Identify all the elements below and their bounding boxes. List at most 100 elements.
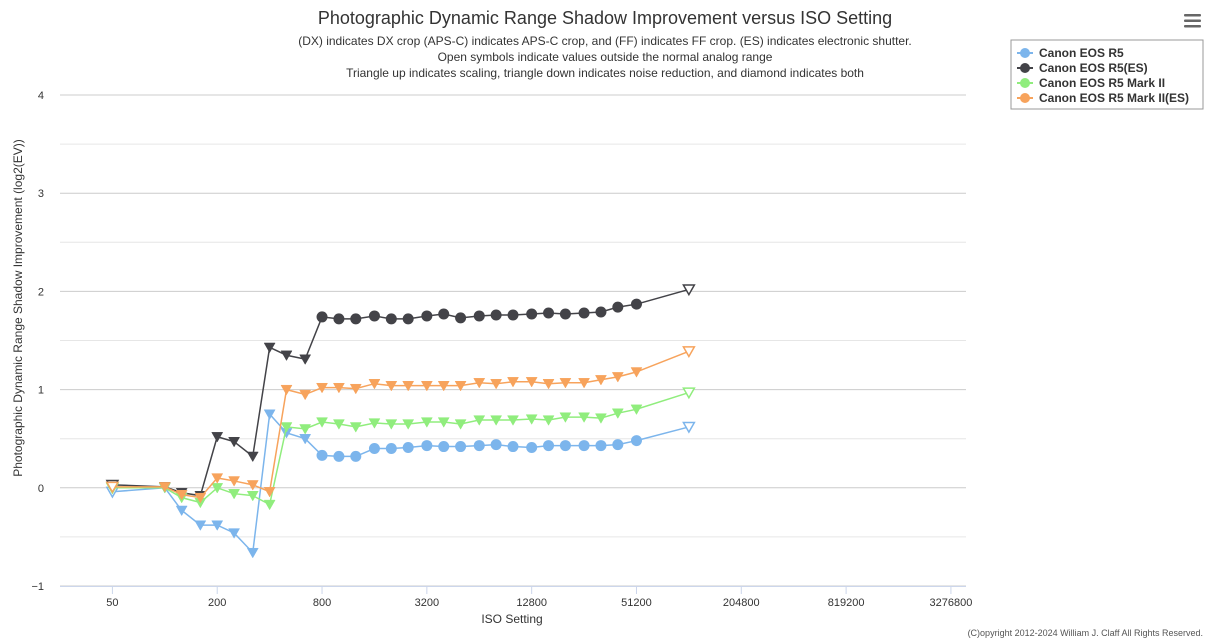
data-point: [595, 375, 607, 386]
series-line: [112, 288, 690, 497]
series-canon-eos-r5-es-: [105, 284, 696, 502]
data-point: [559, 440, 571, 452]
legend-item[interactable]: Canon EOS R5 Mark II(ES): [1017, 91, 1189, 105]
data-point: [211, 520, 224, 531]
legend-symbol: [1020, 48, 1030, 58]
data-point: [402, 442, 414, 454]
series-canon-eos-r5-mark-ii-es-: [105, 346, 696, 504]
data-point: [525, 414, 538, 425]
x-tick-label: 800: [313, 597, 331, 609]
data-point: [263, 409, 276, 420]
data-point: [385, 443, 397, 455]
data-point: [473, 440, 485, 452]
data-point: [402, 313, 414, 325]
data-point: [682, 346, 696, 359]
data-point: [526, 442, 538, 454]
data-point: [385, 381, 398, 392]
data-point: [612, 439, 624, 451]
y-tick-label: 4: [38, 90, 44, 102]
data-point: [490, 415, 503, 426]
data-point: [246, 480, 259, 491]
data-point: [559, 378, 572, 389]
data-point: [228, 528, 241, 539]
data-point: [630, 404, 643, 415]
data-point: [454, 381, 467, 392]
data-point: [578, 412, 591, 423]
x-axis-title: ISO Setting: [481, 612, 542, 626]
axes: −1 0 1 2 3 4 50 200 800 3200 12800 51200 204800 81920…: [31, 90, 972, 609]
plot-area: [105, 284, 696, 559]
data-point: [228, 436, 241, 448]
data-point: [578, 307, 590, 319]
data-point: [630, 298, 642, 310]
legend-item[interactable]: Canon EOS R5(ES): [1017, 61, 1148, 75]
data-point: [595, 306, 607, 318]
data-point: [332, 419, 345, 430]
data-point: [526, 308, 538, 320]
legend-item[interactable]: Canon EOS R5: [1017, 46, 1124, 60]
data-point: [299, 354, 312, 365]
data-point: [473, 378, 486, 389]
data-point: [454, 419, 467, 430]
data-point: [211, 432, 224, 443]
data-point: [559, 412, 572, 423]
data-point: [682, 387, 696, 400]
data-point: [280, 350, 293, 361]
legend-symbol: [1020, 78, 1030, 88]
data-point: [611, 372, 624, 383]
data-point: [316, 449, 328, 461]
data-point: [421, 310, 433, 322]
data-point: [507, 415, 519, 426]
data-point: [473, 310, 485, 322]
legend-label: Canon EOS R5(ES): [1039, 61, 1148, 75]
legend-item[interactable]: Canon EOS R5 Mark II: [1017, 76, 1165, 90]
data-point: [368, 310, 380, 322]
y-tick-label: 2: [38, 286, 44, 298]
data-point: [455, 312, 467, 324]
data-point: [349, 422, 362, 433]
data-point: [543, 307, 555, 319]
data-point: [263, 342, 276, 354]
hamburger-menu-icon[interactable]: [1177, 4, 1207, 36]
legend-label: Canon EOS R5 Mark II: [1039, 76, 1165, 90]
data-point: [299, 389, 312, 401]
legend-symbol: [1020, 63, 1030, 73]
series-line: [112, 412, 690, 555]
data-point: [420, 417, 433, 428]
x-tick-label: 12800: [516, 597, 547, 609]
credits: (C)opyright 2012-2024 William J. Claff A…: [968, 628, 1203, 638]
data-point: [349, 383, 362, 395]
data-point: [473, 415, 486, 426]
data-point: [420, 381, 433, 392]
legend-label: Canon EOS R5 Mark II(ES): [1039, 91, 1189, 105]
data-point: [316, 382, 328, 394]
data-point: [246, 451, 259, 463]
y-tick-label: 0: [38, 483, 44, 495]
data-point: [332, 382, 345, 394]
data-point: [578, 440, 590, 452]
data-point: [559, 308, 571, 320]
data-point: [385, 313, 397, 325]
data-point: [246, 547, 259, 559]
data-point: [543, 440, 555, 452]
legend-label: Canon EOS R5: [1039, 46, 1124, 60]
data-point: [316, 311, 328, 323]
data-point: [246, 491, 259, 502]
x-tick-label: 204800: [723, 597, 760, 609]
data-point: [437, 417, 450, 428]
data-point: [175, 490, 188, 501]
legend-symbol: [1020, 93, 1030, 103]
y-axis-title: Photographic Dynamic Range Shadow Improv…: [11, 139, 25, 477]
data-point: [350, 450, 362, 462]
data-point: [175, 505, 188, 517]
data-point: [490, 439, 502, 451]
y-tick-label: 3: [38, 188, 44, 200]
x-tick-label: 3276800: [930, 597, 973, 609]
data-point: [299, 424, 312, 435]
data-point: [542, 415, 555, 426]
data-point: [194, 520, 207, 531]
chart-subtitle-1: (DX) indicates DX crop (APS-C) indicates…: [298, 34, 912, 48]
x-tick-label: 819200: [828, 597, 865, 609]
data-point: [368, 418, 381, 429]
